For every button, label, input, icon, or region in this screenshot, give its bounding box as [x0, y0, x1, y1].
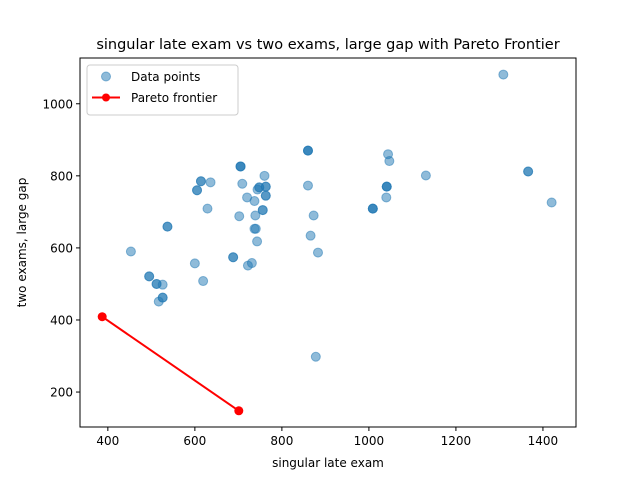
data-point [195, 176, 206, 187]
data-point [157, 279, 168, 290]
data-point [310, 351, 321, 362]
data-point [192, 185, 203, 196]
data-point [202, 203, 213, 214]
data-point [242, 192, 253, 203]
data-point [144, 271, 155, 282]
y-axis-label: two exams, large gap [15, 178, 29, 308]
legend-marker-pareto [102, 93, 110, 102]
y-tick-label: 1000 [42, 97, 73, 111]
y-tick-label: 800 [50, 169, 73, 183]
data-point [246, 258, 257, 269]
pareto-frontier-line [101, 315, 240, 412]
chart-title: singular late exam vs two exams, large g… [96, 37, 559, 53]
data-point [259, 170, 270, 181]
pareto-frontier-layer [97, 312, 244, 416]
data-point [162, 221, 173, 232]
data-point [234, 211, 245, 222]
data-point [420, 170, 431, 181]
data-point [153, 296, 164, 307]
plot-frame [79, 57, 577, 428]
y-tick-label: 600 [50, 241, 73, 255]
data-point [228, 252, 239, 263]
x-tick-label: 1000 [354, 434, 385, 448]
x-tick-label: 600 [183, 434, 206, 448]
data-point [523, 166, 534, 177]
pareto-frontier-point [97, 312, 107, 322]
data-point [312, 247, 323, 258]
x-tick-label: 800 [270, 434, 293, 448]
x-tick-label: 400 [96, 434, 119, 448]
legend-marker-data-points [101, 71, 111, 82]
legend: Data points Pareto frontier [86, 64, 239, 116]
data-point [235, 161, 246, 172]
legend-label-data-points: Data points [131, 70, 200, 84]
data-point [302, 180, 313, 191]
legend-label-pareto: Pareto frontier [131, 91, 217, 105]
x-tick-label: 1400 [528, 434, 559, 448]
data-point [205, 177, 216, 188]
data-point [252, 236, 263, 247]
data-point [381, 181, 392, 192]
data-point [250, 210, 261, 221]
x-axis-label: singular late exam [272, 456, 384, 470]
y-axis-ticks: 200 400 600 800 1000 [42, 97, 80, 400]
y-tick-label: 400 [50, 313, 73, 327]
data-point [189, 258, 200, 269]
data-point [237, 178, 248, 189]
data-point [305, 230, 316, 241]
plot-area [79, 57, 577, 428]
x-tick-label: 1200 [441, 434, 472, 448]
data-point [381, 192, 392, 203]
data-point [125, 246, 136, 257]
data-point [260, 190, 271, 201]
data-point [250, 223, 261, 234]
data-point [198, 276, 209, 287]
data-points-layer [125, 69, 557, 362]
data-point [384, 156, 395, 167]
data-point [498, 69, 509, 80]
x-axis-ticks: 400 600 800 1000 1200 1400 [96, 427, 558, 448]
data-point [308, 210, 319, 221]
legend-box [86, 64, 239, 116]
plot-background [80, 58, 576, 427]
data-point [302, 145, 313, 156]
pareto-frontier-point [234, 406, 244, 416]
data-point [252, 184, 263, 195]
y-tick-label: 200 [50, 386, 73, 400]
data-point [367, 203, 378, 214]
data-point [546, 197, 557, 208]
data-point [257, 205, 268, 216]
